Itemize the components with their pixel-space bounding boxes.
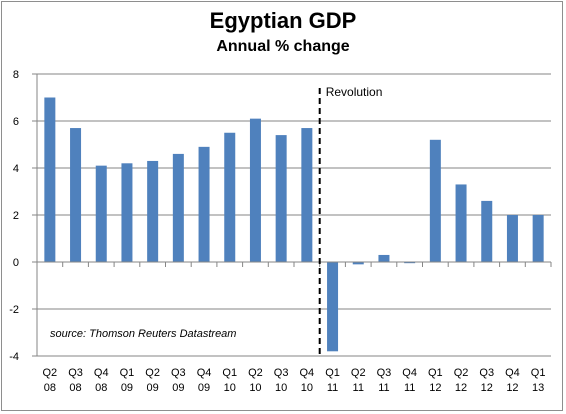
x-tick-label: Q2 xyxy=(145,367,160,379)
x-tick-label: 11 xyxy=(353,382,364,394)
x-tick-label: Q3 xyxy=(377,367,392,379)
bar xyxy=(429,139,441,262)
x-tick-label: Q3 xyxy=(171,367,186,379)
bar xyxy=(95,165,107,262)
x-tick-label: Q4 xyxy=(402,367,417,379)
bar xyxy=(404,262,416,264)
bar xyxy=(44,97,56,262)
bar xyxy=(532,215,544,262)
bars xyxy=(44,97,544,352)
x-tick-label: 09 xyxy=(121,382,133,394)
x-tick-label: 12 xyxy=(506,382,518,394)
bar xyxy=(224,132,236,262)
x-tick-label: 08 xyxy=(95,382,107,394)
bar xyxy=(249,118,261,263)
bar xyxy=(481,200,493,262)
x-tick-label: Q2 xyxy=(351,367,366,379)
x-tick-label: Q1 xyxy=(428,367,443,379)
bar xyxy=(70,128,82,262)
bar xyxy=(455,184,467,262)
x-tick-label: Q3 xyxy=(68,367,83,379)
x-tick-label: Q4 xyxy=(197,367,212,379)
revolution-label: Revolution xyxy=(326,85,383,99)
x-tick-label: Q4 xyxy=(505,367,520,379)
x-tick-label: 11 xyxy=(327,382,338,394)
bar xyxy=(327,262,339,352)
x-tick-label: 08 xyxy=(69,382,81,394)
y-tick-label: -4 xyxy=(9,351,19,363)
y-tick-label: 8 xyxy=(13,69,19,81)
x-tick-label: Q4 xyxy=(300,367,315,379)
x-tick-label: 12 xyxy=(481,382,493,394)
x-tick-label: 11 xyxy=(404,382,415,394)
y-tick-label: 4 xyxy=(13,163,19,175)
x-tick-label: 12 xyxy=(455,382,467,394)
x-tick-label: Q3 xyxy=(274,367,289,379)
y-tick-label: 0 xyxy=(13,257,19,269)
source-note: source: Thomson Reuters Datastream xyxy=(50,328,236,340)
x-tick-label: Q3 xyxy=(479,367,494,379)
y-tick-label: 6 xyxy=(13,116,19,128)
x-tick-label: 10 xyxy=(224,382,236,394)
x-tick-label: Q1 xyxy=(120,367,135,379)
bar xyxy=(172,153,184,262)
annotation-group: Revolution source: Thomson Reuters Datast… xyxy=(50,85,382,356)
x-tick-label: 10 xyxy=(301,382,313,394)
chart-subtitle: Annual % change xyxy=(216,38,350,55)
y-tick-label: -2 xyxy=(9,304,19,316)
x-tick-label: 13 xyxy=(532,382,544,394)
bar xyxy=(275,135,287,262)
x-tick-label: Q2 xyxy=(248,367,263,379)
x-tick-label: 08 xyxy=(44,382,56,394)
bar xyxy=(506,215,518,262)
bar xyxy=(147,160,159,262)
y-axis-ticks: 8 6 4 2 0 -2 -4 xyxy=(9,69,19,363)
x-tick-label: Q2 xyxy=(454,367,469,379)
x-tick-label: 09 xyxy=(198,382,210,394)
axes xyxy=(32,73,552,357)
x-tick-label: 10 xyxy=(275,382,287,394)
bar xyxy=(121,163,133,262)
chart-title: Egyptian GDP xyxy=(209,8,357,33)
x-tick-label: Q1 xyxy=(325,367,340,379)
bar xyxy=(352,262,364,265)
x-tick-label: Q1 xyxy=(222,367,237,379)
x-tick-label: 10 xyxy=(249,382,261,394)
bar xyxy=(198,146,210,262)
x-tick-label: 11 xyxy=(378,382,389,394)
bar xyxy=(301,128,313,262)
x-tick-label: Q1 xyxy=(531,367,546,379)
gridlines xyxy=(37,73,551,357)
y-tick-label: 2 xyxy=(13,210,19,222)
x-tick-label: Q2 xyxy=(43,367,58,379)
x-tick-label: 12 xyxy=(429,382,441,394)
x-tick-label: Q4 xyxy=(94,367,109,379)
x-tick-label: 09 xyxy=(172,382,184,394)
x-tick-label: 09 xyxy=(147,382,159,394)
x-axis-ticks: Q2 08 Q3 08 Q4 08 Q1 09 Q2 09 Q3 09 Q4 09 Q1 10 Q2 10 Q3 10… xyxy=(43,367,546,394)
bar xyxy=(378,254,390,262)
